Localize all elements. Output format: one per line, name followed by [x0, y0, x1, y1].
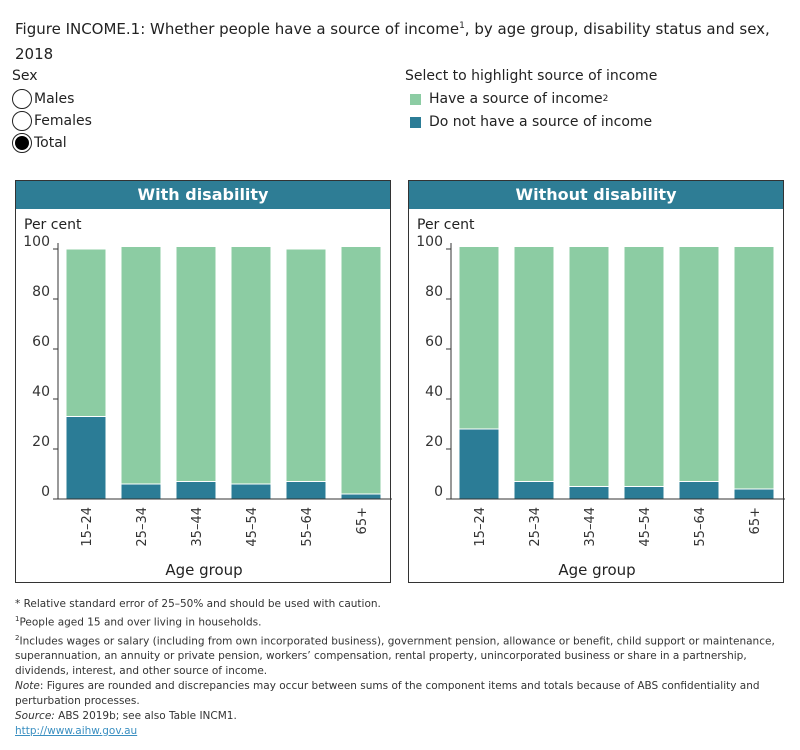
legend-have-income[interactable]: Have a source of income 2 [410, 91, 608, 107]
note-2: 2Includes wages or salary (including fro… [15, 633, 775, 678]
y-tick-label: 100 [416, 234, 443, 250]
bar-have-income [285, 248, 327, 482]
bar-have-income [733, 246, 775, 490]
y-tick-label: 20 [425, 434, 443, 450]
bar-have-income [65, 248, 107, 417]
panel-title: Without disability [409, 181, 783, 209]
x-tick-label: 15–24 [80, 507, 95, 547]
bar-have-income [120, 246, 162, 485]
footnotes: * Relative standard error of 25–50% and … [15, 597, 785, 739]
bar-have-income [458, 246, 500, 430]
note-rse: * Relative standard error of 25–50% and … [15, 598, 381, 610]
note-rounding: Note: Figures are rounded and discrepanc… [15, 680, 760, 707]
radio-label: Total [34, 135, 67, 151]
bar-no-income [458, 428, 500, 500]
panel-without-disability: Without disability Per cent 0 20 40 60 80 100 15… [408, 180, 785, 583]
bar-have-income [568, 246, 610, 487]
panel-title: With disability [16, 181, 390, 209]
bar-no-income [733, 488, 775, 500]
legend-swatch-icon [410, 93, 421, 105]
bar-have-income [175, 246, 217, 482]
note-1: 1People aged 15 and over living in house… [15, 615, 262, 629]
radio-females[interactable]: Females [12, 111, 92, 131]
y-tick-label: 0 [434, 484, 443, 500]
bar-have-income [678, 246, 720, 482]
x-axis-label: Age group [558, 561, 635, 579]
panel-with-disability: With disability Per cent 0 20 40 60 80 100 15–24… [15, 180, 392, 583]
y-axis-label: Per cent [417, 217, 475, 233]
bar-no-income [65, 416, 107, 500]
x-tick-label: 55–64 [693, 507, 708, 547]
x-tick-label: 35–44 [190, 507, 205, 547]
x-tick-label: 55–64 [300, 507, 315, 547]
y-tick-label: 20 [32, 434, 50, 450]
chart-with-disability: Per cent 0 20 40 60 80 100 15–24 25–34 35–44 45–54… [23, 217, 392, 579]
y-tick-label: 100 [23, 234, 50, 250]
figure-title: Figure INCOME.1: Whether people have a s… [15, 20, 770, 63]
legend-title: Select to highlight source of income [405, 68, 658, 84]
x-tick-label: 25–34 [528, 507, 543, 547]
radio-males[interactable]: Males [12, 89, 74, 109]
bar-have-income [623, 246, 665, 487]
y-tick-label: 40 [32, 384, 50, 400]
radio-circle-icon [12, 89, 32, 109]
bar-no-income [340, 493, 382, 500]
x-tick-label: 15–24 [473, 507, 488, 547]
aihw-link[interactable]: http://www.aihw.gov.au [15, 725, 138, 737]
bar-no-income [568, 486, 610, 500]
bar-no-income [230, 483, 272, 500]
legend-no-income[interactable]: Do not have a source of income [410, 114, 652, 130]
chart-without-disability: Per cent 0 20 40 60 80 100 15–24 25–34 35–44 45–54… [416, 217, 785, 579]
bar-have-income [513, 246, 555, 482]
bar-no-income [120, 483, 162, 500]
bar-no-income [285, 481, 327, 500]
x-tick-label: 65+ [748, 507, 763, 534]
y-tick-label: 80 [32, 284, 50, 300]
bar-no-income [678, 481, 720, 500]
radio-label: Females [34, 113, 92, 129]
y-axis-label: Per cent [24, 217, 82, 233]
radio-circle-icon [12, 111, 32, 131]
legend-label: Have a source of income [429, 91, 603, 107]
legend-sup: 2 [602, 94, 609, 104]
bar-no-income [513, 481, 555, 500]
x-tick-label: 65+ [355, 507, 370, 534]
y-tick-label: 80 [425, 284, 443, 300]
radio-label: Males [34, 91, 75, 107]
bar-no-income [175, 481, 217, 500]
x-tick-label: 35–44 [583, 507, 598, 547]
x-tick-label: 45–54 [638, 507, 653, 547]
bar-have-income [340, 246, 382, 495]
sex-filter-label: Sex [12, 68, 38, 84]
bar-no-income [623, 486, 665, 500]
y-tick-label: 60 [425, 334, 443, 350]
y-tick-label: 40 [425, 384, 443, 400]
radio-total[interactable]: Total [12, 133, 67, 153]
x-axis-label: Age group [165, 561, 242, 579]
y-tick-label: 0 [41, 484, 50, 500]
y-tick-label: 60 [32, 334, 50, 350]
legend-label: Do not have a source of income [429, 114, 653, 130]
legend-swatch-icon [410, 116, 421, 128]
note-source: Source: ABS 2019b; see also Table INCM1. [15, 710, 237, 722]
radio-selected-icon [12, 133, 32, 153]
bar-have-income [230, 246, 272, 485]
x-tick-label: 25–34 [135, 507, 150, 547]
x-tick-label: 45–54 [245, 507, 260, 547]
